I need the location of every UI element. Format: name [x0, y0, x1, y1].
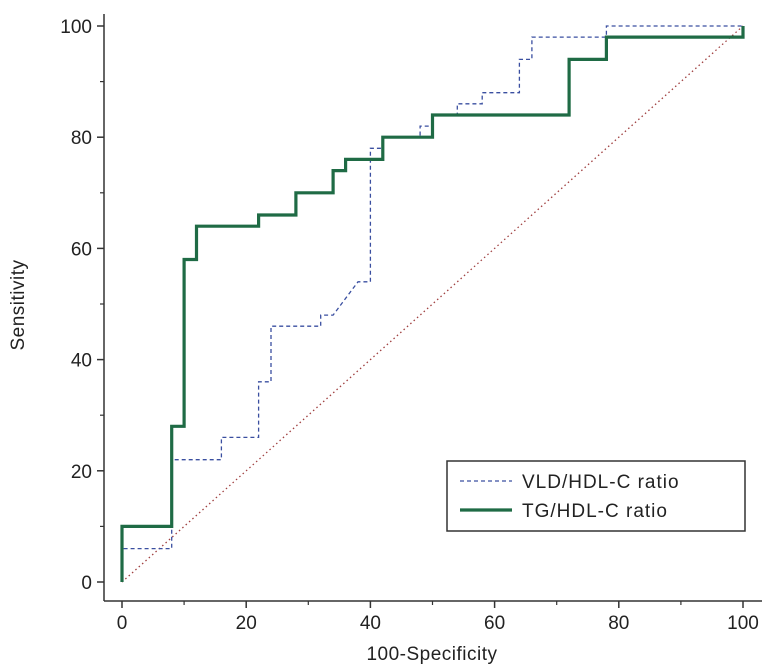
y-tick-label: 20 [71, 462, 92, 483]
legend: VLD/HDL-C ratio TG/HDL-C ratio [446, 460, 746, 532]
x-tick-label: 40 [360, 613, 381, 634]
series-line-tg-hdl-c-ratio [120, 26, 745, 582]
y-tick-label: 40 [71, 351, 92, 372]
axis-ticks: 0 20 40 60 80 100 0 20 40 60 80 100 [60, 17, 759, 634]
x-tick-label: 60 [484, 613, 505, 634]
y-tick-label: 100 [60, 17, 92, 38]
x-tick-label: 100 [727, 613, 759, 634]
legend-label-tg-hdl: TG/HDL-C ratio [522, 501, 668, 522]
series-layer [120, 25, 745, 583]
y-tick-label: 80 [71, 128, 92, 149]
y-tick-label: 0 [81, 573, 92, 594]
legend-box [446, 460, 746, 532]
y-axis-label: Sensitivity [8, 259, 29, 350]
x-tick-label: 0 [117, 613, 128, 634]
x-axis-label: 100-Specificity [366, 644, 497, 665]
x-tick-label: 20 [236, 613, 257, 634]
legend-label-vld-hdl: VLD/HDL-C ratio [522, 472, 680, 493]
x-tick-label: 80 [608, 613, 629, 634]
y-tick-label: 60 [71, 239, 92, 260]
series-line-vld-hdl-c-ratio [121, 25, 743, 582]
